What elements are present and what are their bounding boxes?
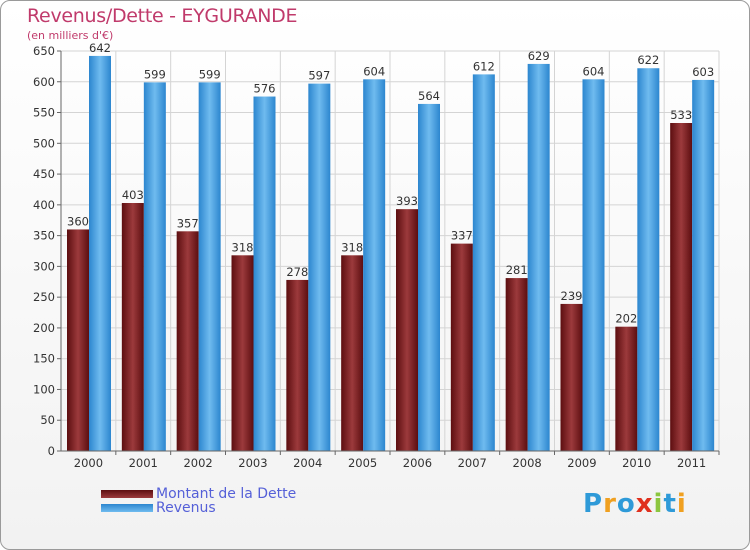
x-tick-label: 2009 [567,456,596,470]
bar-revenus-2004 [308,83,331,451]
data-label-revenus-2008: 629 [528,49,550,63]
chart-subtitle: (en milliers d'€) [27,29,114,42]
bar-debt-2001 [121,203,144,451]
bar-debt-2011 [670,123,693,451]
legend-swatch-revenus [101,504,153,512]
data-label-revenus-2003: 576 [254,82,276,96]
bar-revenus-2002 [198,82,221,451]
bar-revenus-2001 [143,82,166,451]
y-tick-label: 550 [33,106,55,120]
y-tick-label: 450 [33,167,55,181]
y-tick-label: 200 [33,321,55,335]
bar-debt-2006 [396,209,418,451]
data-label-debt-2003: 318 [232,240,254,254]
bar-debt-2003 [231,255,254,451]
bar-revenus-2007 [472,74,495,451]
bar-revenus-2010 [637,68,660,451]
bar-revenus-2006 [418,103,440,451]
bar-debt-2009 [560,303,583,451]
bar-revenus-2000 [89,55,111,452]
data-label-debt-2005: 318 [341,240,363,254]
bar-debt-2010 [615,326,638,451]
bar-debt-2002 [176,231,199,451]
x-tick-label: 2007 [458,456,487,470]
legend-label-revenus: Revenus [156,500,216,516]
x-tick-label: 2002 [183,456,212,470]
x-tick-label: 2005 [348,456,377,470]
data-label-revenus-2001: 599 [144,67,166,81]
legend-label-debt: Montant de la Dette [156,486,297,502]
y-tick-label: 50 [40,413,55,427]
bar-revenus-2008 [527,63,550,452]
data-label-revenus-2006: 564 [418,89,440,103]
chart-title: Revenus/Dette - EYGURANDE [27,5,298,27]
bar-debt-2000 [67,229,89,451]
proxiti-logo: Proxiti [583,489,687,519]
data-label-debt-2001: 403 [122,188,144,202]
legend-swatch-debt [101,490,153,498]
data-label-debt-2008: 281 [506,263,528,277]
data-label-debt-2011: 533 [670,108,692,122]
y-tick-label: 250 [33,290,55,304]
data-label-revenus-2000: 642 [89,41,111,55]
x-tick-label: 2008 [512,456,541,470]
data-label-debt-2000: 360 [67,214,89,228]
y-tick-label: 300 [33,259,55,273]
y-tick-label: 150 [33,352,55,366]
x-tick-label: 2000 [74,456,103,470]
y-tick-label: 500 [33,136,55,150]
logo-letter: P [583,489,604,519]
bar-debt-2005 [341,255,364,451]
data-label-debt-2007: 337 [451,229,473,243]
data-label-debt-2006: 393 [396,194,418,208]
y-tick-label: 600 [33,75,55,89]
bar-debt-2008 [505,278,528,451]
data-label-revenus-2002: 599 [199,67,221,81]
data-label-debt-2009: 239 [561,289,583,303]
data-label-debt-2010: 202 [615,312,637,326]
y-tick-label: 350 [33,229,55,243]
y-tick-label: 650 [33,44,55,58]
bar-debt-2007 [450,243,473,451]
x-tick-label: 2006 [403,456,432,470]
logo-letter: r [603,489,617,519]
x-tick-label: 2003 [238,456,267,470]
y-tick-label: 100 [33,382,55,396]
y-tick-label: 400 [33,198,55,212]
logo-letter: i [653,489,664,519]
data-label-revenus-2011: 603 [692,65,714,79]
x-tick-label: 2004 [293,456,322,470]
data-label-debt-2002: 357 [177,216,199,230]
data-label-revenus-2010: 622 [637,53,659,67]
logo-letter: t [663,489,677,519]
logo-letter: o [616,489,636,519]
data-label-revenus-2005: 604 [363,64,385,78]
logo-letter: i [676,489,687,519]
y-tick-label: 0 [48,444,55,458]
logo-letter: x [635,489,654,519]
bar-revenus-2003 [253,96,276,452]
data-label-revenus-2009: 604 [583,64,605,78]
x-tick-label: 2010 [622,456,651,470]
x-tick-label: 2001 [129,456,158,470]
data-label-debt-2004: 278 [286,265,308,279]
bar-revenus-2005 [363,79,386,452]
data-label-revenus-2004: 597 [308,69,330,83]
bar-revenus-2011 [692,79,715,451]
x-tick-label: 2011 [677,456,706,470]
bar-debt-2004 [286,279,309,451]
data-label-revenus-2007: 612 [473,59,495,73]
bar-revenus-2009 [582,79,605,452]
